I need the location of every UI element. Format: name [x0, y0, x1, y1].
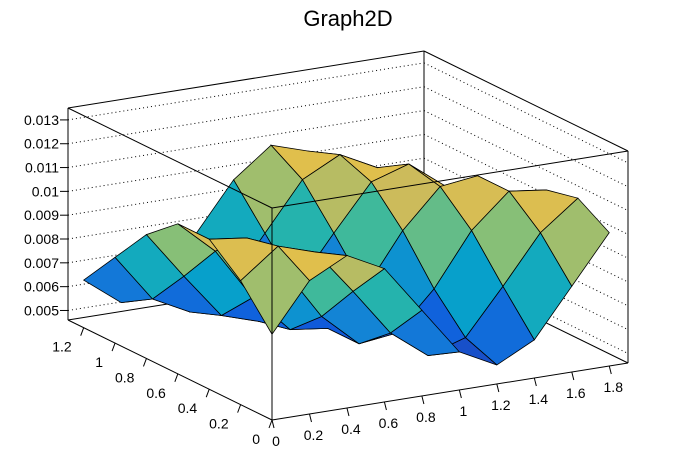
z-tick-label: 0.012	[24, 136, 59, 152]
y-tick	[142, 358, 147, 367]
x-tick-label: 1.6	[566, 385, 586, 401]
x-tick	[458, 389, 462, 399]
y-tick	[174, 373, 179, 383]
y-tick-label: 0	[252, 431, 260, 447]
y-tick-label: 0.4	[178, 400, 198, 416]
x-tick	[571, 371, 575, 381]
z-tick-label: 0.009	[24, 207, 59, 223]
x-tick-label: 0.8	[416, 409, 436, 425]
top-front-edge	[271, 150, 629, 209]
x-tick-label: 0.4	[341, 421, 361, 437]
chart-title: Graph2D	[303, 6, 393, 31]
x-tick	[608, 365, 612, 375]
z-tick-label: 0.013	[24, 112, 59, 128]
z-gridline	[423, 86, 629, 188]
y-tick-label: 0.8	[115, 369, 135, 385]
top-back-edge	[67, 50, 425, 109]
y-tick	[268, 419, 273, 429]
z-tick-label: 0.011	[25, 160, 59, 176]
x-tick-label: 0	[272, 433, 280, 449]
x-tick-label: 1.8	[604, 379, 624, 395]
x-tick	[421, 395, 425, 405]
top-right-edge	[423, 50, 629, 152]
x-tick-label: 1	[459, 403, 467, 419]
x-tick	[346, 407, 350, 417]
y-tick-label: 1	[95, 354, 103, 370]
y-tick	[205, 389, 210, 398]
z-tick-label: 0.005	[24, 302, 59, 318]
y-tick-label: 1.2	[52, 339, 72, 355]
x-tick-label: 0.2	[304, 427, 324, 443]
z-tick-label: 0.007	[24, 255, 59, 271]
z-gridline	[67, 110, 425, 169]
z-gridline	[67, 86, 425, 145]
top-left-edge	[67, 107, 273, 209]
z-gridline	[67, 133, 425, 192]
x-tick	[383, 401, 387, 411]
z-tick-label: 0.008	[24, 231, 59, 247]
z-gridline	[423, 62, 629, 164]
y-tick-label: 0.2	[209, 416, 229, 432]
x-tick	[533, 377, 537, 387]
x-tick-label: 1.2	[491, 397, 511, 413]
y-axis	[67, 319, 273, 421]
z-gridline	[67, 62, 425, 121]
y-tick	[111, 342, 116, 352]
y-tick-label: 0.6	[146, 385, 166, 401]
x-tick-label: 0.6	[379, 415, 399, 431]
z-tick-label: 0.006	[24, 279, 59, 295]
y-tick	[80, 327, 85, 336]
x-tick	[271, 419, 275, 429]
x-tick	[496, 383, 500, 393]
x-tick-label: 1.4	[529, 391, 549, 407]
x-axis	[271, 362, 629, 421]
z-tick-label: 0.01	[32, 183, 59, 199]
y-tick	[237, 404, 242, 413]
surface-cell	[240, 245, 310, 335]
x-tick	[308, 413, 312, 423]
